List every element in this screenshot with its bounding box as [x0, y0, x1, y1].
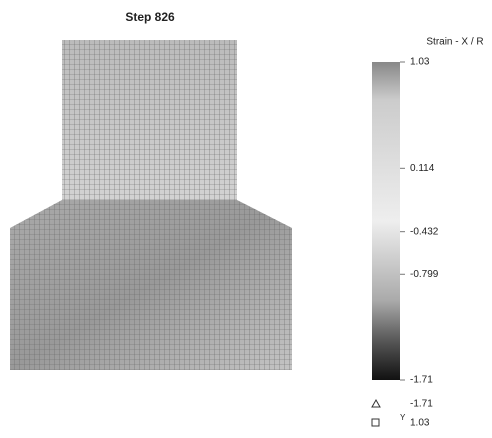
max-marker — [371, 418, 380, 427]
colorbar-tick-label: 1.03 — [410, 57, 430, 68]
min-value: -1.71 — [410, 399, 433, 410]
min-marker — [371, 398, 381, 408]
colorbar-tick-label: -0.799 — [410, 269, 439, 280]
title: Step 826 — [125, 10, 175, 24]
colorbar-tick-label: -1.71 — [410, 375, 433, 386]
mesh — [10, 40, 292, 370]
colorbar-title: Strain - X / R — [426, 37, 483, 48]
colorbar — [372, 62, 400, 380]
colorbar-tick-label: 0.114 — [410, 163, 435, 174]
max-value: 1.03 — [410, 418, 430, 429]
colorbar-tick-label: -0.432 — [410, 226, 439, 237]
max-axis: Y — [400, 413, 406, 422]
